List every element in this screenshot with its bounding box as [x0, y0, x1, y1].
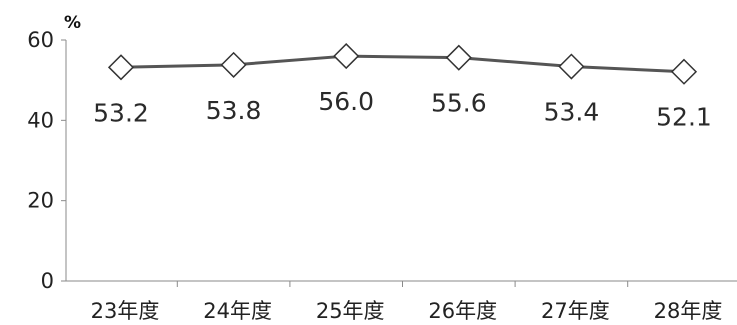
- x-tick-label: 26年度: [428, 299, 497, 323]
- y-axis-unit-label: %: [64, 13, 81, 33]
- x-tick-label: 23年度: [91, 299, 160, 323]
- data-series: [120, 54, 685, 74]
- data-value-label: 55.6: [431, 89, 487, 118]
- data-labels: 53.2 53.8 56.0 55.6 53.4 52.1: [93, 87, 712, 132]
- data-point-marker: [558, 53, 585, 80]
- data-value-label: 53.4: [544, 98, 600, 127]
- chart-axes: [65, 40, 737, 282]
- data-point-marker: [107, 54, 135, 81]
- x-tick-label: 28年度: [654, 299, 723, 323]
- x-axis-ticks: 23年度 24年度 25年度 26年度 27年度 28年度: [91, 281, 723, 323]
- data-value-label: 53.8: [206, 96, 262, 125]
- data-point-marker: [333, 43, 360, 70]
- x-tick-label: 27年度: [541, 299, 610, 323]
- y-axis-ticks: 0 20 40 60: [27, 28, 66, 293]
- y-tick-label: 60: [27, 28, 54, 52]
- x-tick-label: 25年度: [316, 299, 385, 323]
- data-point-marker: [670, 58, 698, 85]
- data-value-label: 53.2: [93, 98, 149, 127]
- y-tick-label: 0: [41, 269, 54, 293]
- y-tick-label: 20: [27, 189, 54, 213]
- data-point-marker: [220, 51, 247, 78]
- data-value-label: 56.0: [318, 87, 374, 116]
- y-tick-label: 40: [27, 108, 54, 132]
- data-value-label: 52.1: [656, 103, 712, 132]
- data-markers: [107, 43, 698, 85]
- series-line: [120, 54, 685, 74]
- data-point-marker: [445, 44, 472, 71]
- x-tick-label: 24年度: [203, 299, 272, 323]
